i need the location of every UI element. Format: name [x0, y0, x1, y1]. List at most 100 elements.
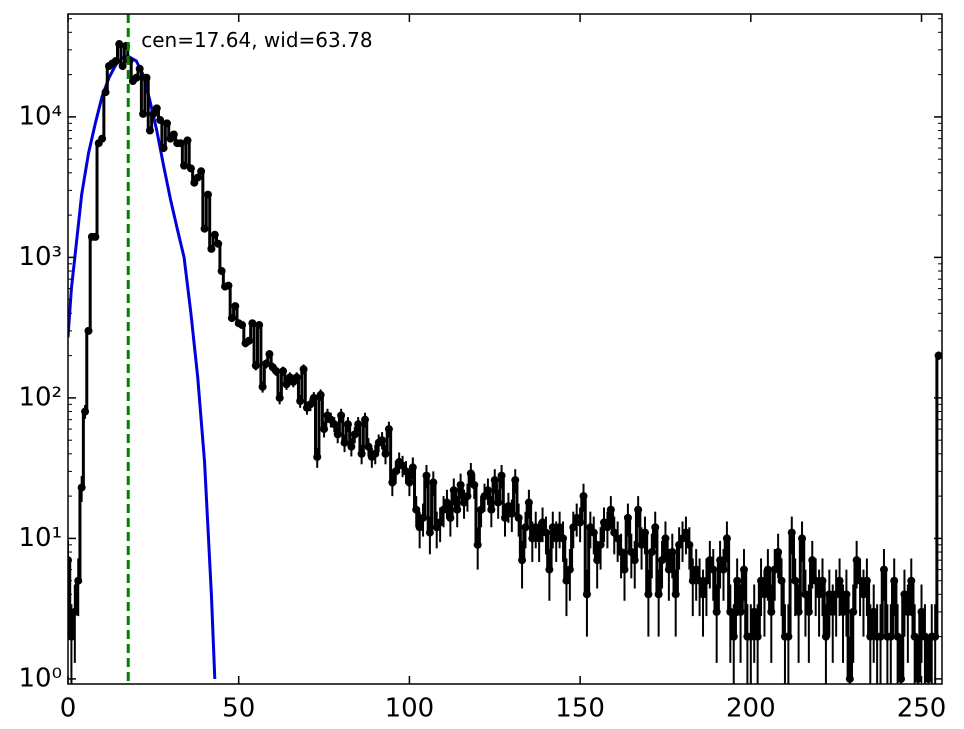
data-point [675, 540, 684, 549]
data-point [535, 534, 544, 543]
data-point [651, 523, 660, 532]
data-point [118, 62, 127, 71]
data-point [634, 505, 643, 514]
data-point [439, 505, 448, 514]
data-point [313, 452, 322, 461]
data-point [521, 523, 530, 532]
data-point [238, 321, 247, 330]
data-point [914, 674, 923, 683]
data-point [770, 565, 779, 574]
data-point [111, 56, 120, 65]
data-point [838, 607, 847, 616]
data-point [248, 319, 257, 328]
data-point [446, 513, 455, 522]
data-point [832, 590, 841, 599]
data-point [565, 565, 574, 574]
data-point [658, 556, 667, 565]
data-point [494, 498, 503, 507]
data-point [422, 471, 431, 480]
data-point [152, 104, 161, 113]
data-point [569, 523, 578, 532]
data-point [408, 463, 417, 472]
data-point [483, 486, 492, 495]
data-point [347, 442, 356, 451]
data-point [920, 632, 929, 641]
data-point [579, 492, 588, 501]
x-tick-label: 50 [222, 694, 255, 724]
data-point [559, 534, 568, 543]
data-point [203, 190, 212, 199]
data-point [627, 548, 636, 557]
data-point [545, 565, 554, 574]
data-point [791, 576, 800, 585]
data-point [391, 467, 400, 476]
data-point [371, 449, 380, 458]
fit-curve [68, 54, 217, 679]
data-point [364, 442, 373, 451]
data-point [664, 565, 673, 574]
data-point [859, 590, 868, 599]
data-point [893, 632, 902, 641]
data-point [596, 540, 605, 549]
data-point [647, 548, 656, 557]
data-point [169, 130, 178, 139]
data-point [750, 607, 759, 616]
data-point [507, 509, 516, 518]
data-point [227, 314, 236, 323]
data-point [753, 632, 762, 641]
data-point [255, 321, 264, 330]
data-point [613, 534, 622, 543]
data-point [835, 576, 844, 585]
data-point [630, 556, 639, 565]
data-point [412, 505, 421, 514]
data-point [135, 64, 144, 73]
data-point [436, 518, 445, 527]
data-point [132, 73, 141, 82]
data-point [733, 576, 742, 585]
data-point [794, 607, 803, 616]
data-point [729, 632, 738, 641]
data-point [231, 302, 240, 311]
x-tick-label: 200 [726, 694, 776, 724]
data-point [879, 565, 888, 574]
data-point [340, 438, 349, 447]
data-point [306, 400, 315, 409]
data-point [719, 565, 728, 574]
data-point [763, 565, 772, 574]
data-point [818, 576, 827, 585]
data-point [681, 528, 690, 537]
data-point [258, 382, 267, 391]
x-tick-label: 250 [897, 694, 947, 724]
data-point [637, 540, 646, 549]
data-point [139, 109, 148, 118]
data-point [265, 350, 274, 359]
data-point [897, 674, 906, 683]
data-point [207, 244, 216, 253]
data-point [415, 523, 424, 532]
x-tick-label: 100 [385, 694, 435, 724]
data-point [903, 607, 912, 616]
data-point [606, 505, 615, 514]
data-point [163, 119, 172, 128]
y-tick-label: 10¹ [18, 523, 62, 553]
data-point [825, 590, 834, 599]
data-point [852, 556, 861, 565]
data-point [272, 367, 281, 376]
data-point [470, 480, 479, 489]
data-point [337, 411, 346, 420]
data-point [309, 393, 318, 402]
data-point [610, 528, 619, 537]
data-point [746, 632, 755, 641]
data-point [449, 486, 458, 495]
x-tick-label: 0 [60, 694, 77, 724]
plot-area [68, 14, 942, 684]
data-point [384, 425, 393, 434]
data-point [333, 430, 342, 439]
data-point [292, 373, 301, 382]
data-point [210, 230, 219, 239]
data-point [466, 469, 475, 478]
data-point [589, 528, 598, 537]
data-point [821, 632, 830, 641]
data-point [890, 576, 899, 585]
